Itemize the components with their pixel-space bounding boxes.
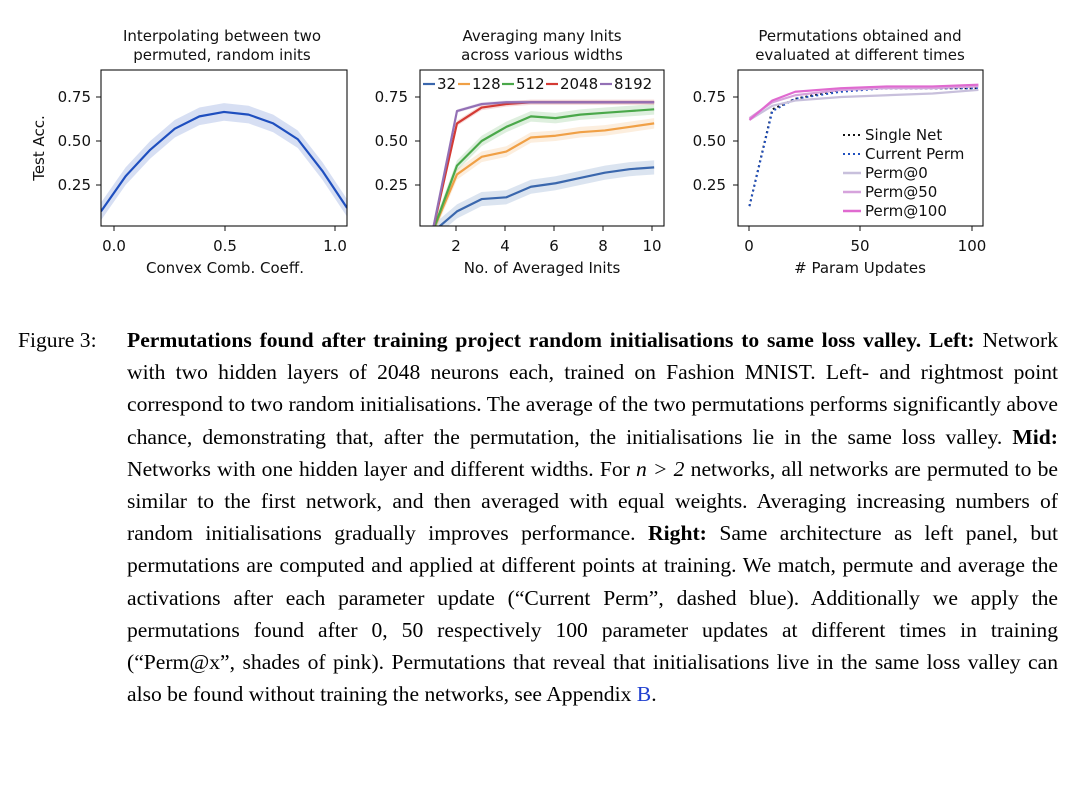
panel-left-title-line2: permuted, random inits xyxy=(133,46,311,64)
panel-left-xtick: 0.5 xyxy=(213,237,237,255)
panel-middle-ytick: 0.50 xyxy=(375,132,408,150)
panel-right-title-line1: Permutations obtained and xyxy=(758,27,961,45)
panel-left-plot-area xyxy=(101,103,347,221)
panel-right-ytick: 0.25 xyxy=(693,176,726,194)
panel-middle-xtick: 2 xyxy=(451,237,461,255)
series-line-perm-0 xyxy=(748,88,979,121)
caption-mid-label: Mid: xyxy=(1012,424,1058,449)
panel-left-xtick: 0.0 xyxy=(102,237,126,255)
legend-label-perm0: Perm@0 xyxy=(865,164,928,182)
series-line-s0 xyxy=(101,110,347,213)
panel-middle-title-line1: Averaging many Inits xyxy=(462,27,621,45)
appendix-link[interactable]: B xyxy=(636,682,652,707)
caption-right-text: Same architecture as left panel, but per… xyxy=(127,521,1058,707)
panel-middle-ytick: 0.25 xyxy=(375,176,408,194)
panel-right-plot-area xyxy=(748,83,979,207)
panel-right-xtick: 50 xyxy=(850,237,869,255)
legend-label-32: 32 xyxy=(437,75,456,93)
panel-left: Interpolating between two permuted, rand… xyxy=(30,27,348,277)
panel-middle-title-line2: across various widths xyxy=(461,46,623,64)
panel-right-ytick: 0.75 xyxy=(693,88,726,106)
caption-end: . xyxy=(651,682,657,707)
panel-right-xlabel: # Param Updates xyxy=(794,259,926,277)
caption-left-label: Left: xyxy=(929,328,975,352)
panel-middle-xlabel: No. of Averaged Inits xyxy=(464,259,621,277)
legend-label-current-perm: Current Perm xyxy=(865,145,964,163)
panel-left-ytick: 0.75 xyxy=(58,88,91,106)
caption-figure-label: Figure 3: xyxy=(18,328,97,352)
caption-mid-text-b: networks, all networks are permuted to b… xyxy=(127,456,1058,546)
caption-body: Permutations found after training projec… xyxy=(127,324,1058,710)
panel-right: Permutations obtained and evaluated at d… xyxy=(693,27,987,277)
panel-right-xtick: 0 xyxy=(744,237,754,255)
panel-left-frame xyxy=(100,69,348,227)
panel-left-ylabel: Test Acc. xyxy=(30,115,48,182)
caption-left-text: Network with two hidden layers of 2048 n… xyxy=(127,328,1058,449)
panel-middle-xtick: 4 xyxy=(500,237,510,255)
figure-caption: Figure 3: Permutations found after train… xyxy=(18,324,1058,710)
legend-label-single-net: Single Net xyxy=(865,126,942,144)
caption-right-label: Right: xyxy=(648,521,707,546)
panel-right-ytick: 0.50 xyxy=(693,132,726,150)
legend-label-perm100: Perm@100 xyxy=(865,202,947,220)
caption-mid-math: n > 2 xyxy=(636,456,685,481)
panel-left-xtick: 1.0 xyxy=(323,237,347,255)
panel-middle-xtick: 8 xyxy=(598,237,608,255)
legend-label-perm50: Perm@50 xyxy=(865,183,937,201)
series-line-perm-50 xyxy=(748,85,979,120)
series-line-128 xyxy=(433,122,655,226)
panel-left-title-line1: Interpolating between two xyxy=(123,27,321,45)
panel-middle-frame xyxy=(419,69,665,227)
panel-middle-plot-area xyxy=(432,99,655,226)
legend-label-128: 128 xyxy=(472,75,501,93)
panel-middle-legend: 32 128 512 2048 8192 xyxy=(423,75,652,93)
figure: Interpolating between two permuted, rand… xyxy=(30,27,987,277)
caption-title: Permutations found after training projec… xyxy=(127,328,922,352)
legend-label-512: 512 xyxy=(516,75,545,93)
panel-right-xtick: 100 xyxy=(958,237,987,255)
series-band-32 xyxy=(432,160,655,226)
panel-right-title-line2: evaluated at different times xyxy=(755,46,965,64)
panel-middle-xtick: 6 xyxy=(549,237,559,255)
series-line-32 xyxy=(438,166,655,226)
series-line-512 xyxy=(433,108,655,226)
caption-mid-text-a: Networks with one hidden layer and diffe… xyxy=(127,456,630,481)
legend-label-2048: 2048 xyxy=(560,75,598,93)
legend-label-8192: 8192 xyxy=(614,75,652,93)
panel-left-ytick: 0.25 xyxy=(58,176,91,194)
panel-middle: Averaging many Inits across various widt… xyxy=(375,27,665,277)
series-band-128 xyxy=(432,118,655,226)
series-band-512 xyxy=(432,104,655,226)
panel-right-legend: Single Net Current Perm Perm@0 Perm@50 P… xyxy=(843,126,964,220)
panel-left-xlabel: Convex Comb. Coeff. xyxy=(146,259,304,277)
series-line-8192 xyxy=(432,101,655,226)
panel-middle-xtick: 10 xyxy=(642,237,661,255)
panel-left-ytick: 0.50 xyxy=(58,132,91,150)
series-line-perm-100 xyxy=(748,83,979,121)
panel-middle-ytick: 0.75 xyxy=(375,88,408,106)
